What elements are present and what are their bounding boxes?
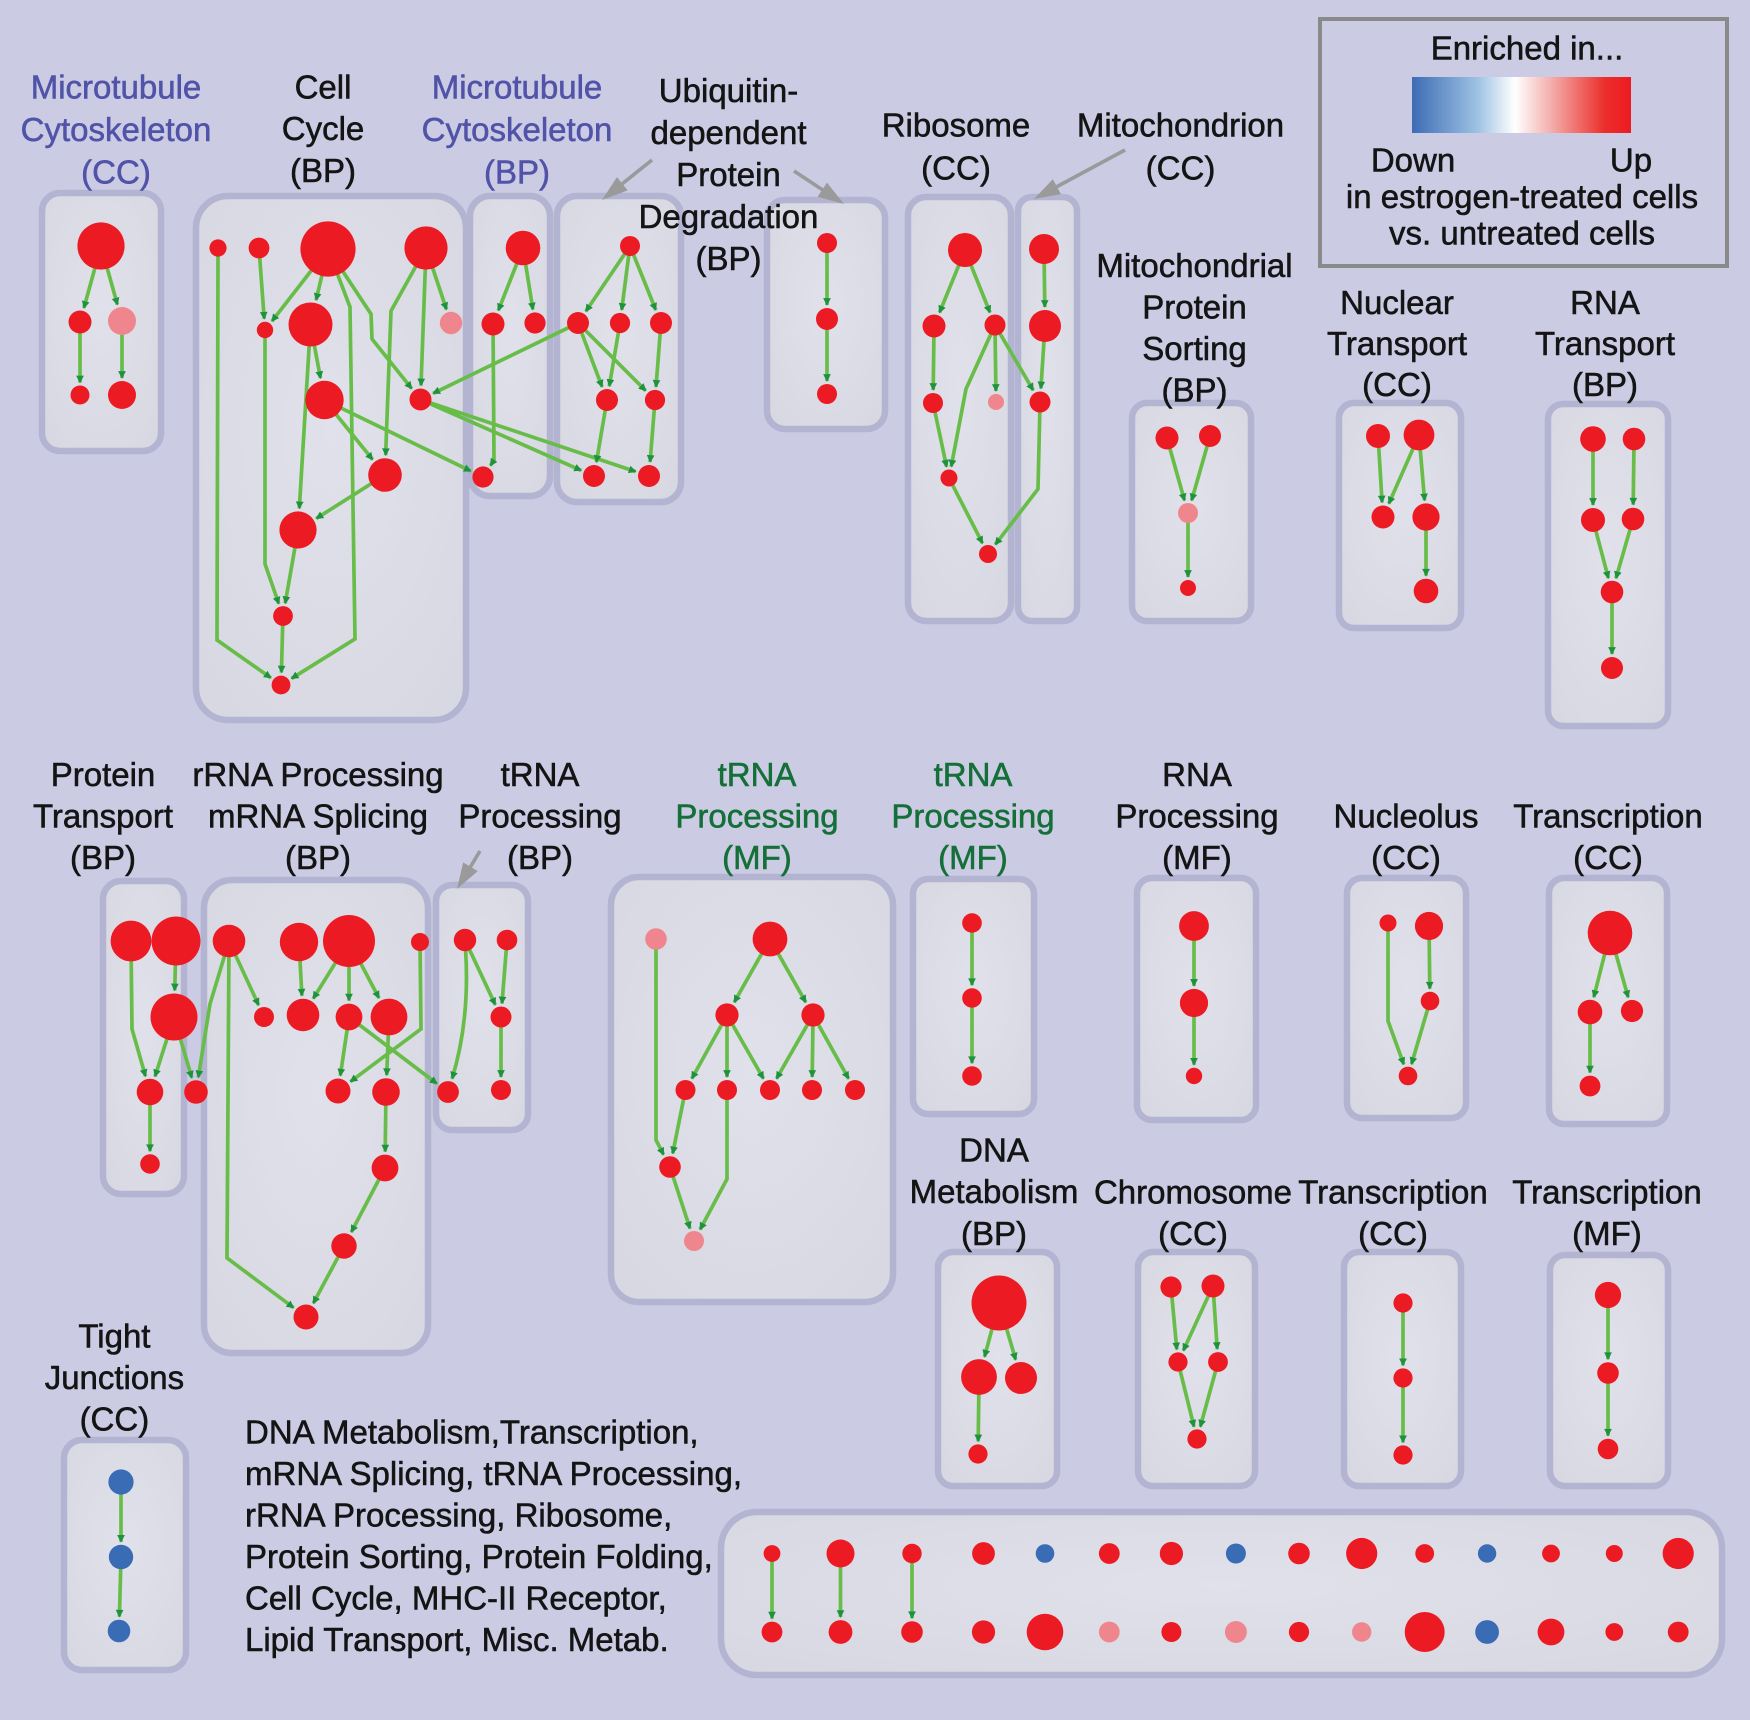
svg-text:(CC): (CC) (1158, 1215, 1228, 1252)
svg-text:(CC): (CC) (81, 154, 151, 191)
svg-text:Processing: Processing (458, 798, 621, 835)
svg-text:dependent: dependent (651, 114, 807, 151)
svg-text:Nucleolus: Nucleolus (1334, 798, 1479, 835)
svg-text:Degradation: Degradation (639, 198, 819, 235)
svg-text:Transport: Transport (1535, 325, 1675, 362)
svg-text:(MF): (MF) (1162, 839, 1232, 876)
svg-text:Down: Down (1371, 141, 1455, 178)
svg-text:Transport: Transport (1327, 325, 1467, 362)
svg-text:Tight: Tight (78, 1317, 150, 1354)
svg-text:Protein Sorting, Protein Foldi: Protein Sorting, Protein Folding, (245, 1538, 713, 1575)
svg-text:Chromosome: Chromosome (1094, 1174, 1292, 1211)
svg-text:tRNA: tRNA (501, 756, 580, 793)
svg-text:tRNA: tRNA (934, 756, 1013, 793)
svg-text:Processing: Processing (675, 798, 838, 835)
svg-text:Cytoskeleton: Cytoskeleton (21, 111, 212, 148)
svg-text:mRNA Splicing, tRNA Processing: mRNA Splicing, tRNA Processing, (245, 1455, 742, 1492)
svg-text:(CC): (CC) (1358, 1215, 1428, 1252)
svg-text:Protein: Protein (1142, 289, 1247, 326)
svg-text:(BP): (BP) (285, 839, 351, 876)
svg-text:(BP): (BP) (961, 1215, 1027, 1252)
svg-text:Cytoskeleton: Cytoskeleton (422, 111, 613, 148)
svg-text:Junctions: Junctions (45, 1359, 184, 1396)
svg-text:Cell Cycle, MHC-II Receptor,: Cell Cycle, MHC-II Receptor, (245, 1580, 667, 1617)
svg-text:Mitochondrion: Mitochondrion (1077, 107, 1284, 144)
svg-text:(MF): (MF) (722, 839, 792, 876)
svg-text:Ubiquitin-: Ubiquitin- (659, 72, 798, 109)
svg-text:(CC): (CC) (1573, 839, 1643, 876)
svg-text:Sorting: Sorting (1142, 330, 1247, 367)
svg-text:Transcription: Transcription (1513, 798, 1703, 835)
svg-text:Cycle: Cycle (282, 110, 365, 147)
svg-text:(MF): (MF) (938, 839, 1008, 876)
svg-text:rRNA Processing: rRNA Processing (192, 756, 443, 793)
svg-text:Protein: Protein (676, 156, 781, 193)
svg-text:Metabolism: Metabolism (910, 1173, 1079, 1210)
svg-text:Ribosome: Ribosome (882, 107, 1031, 144)
svg-text:(BP): (BP) (290, 152, 356, 189)
svg-text:Microtubule: Microtubule (432, 69, 603, 106)
svg-text:Protein: Protein (51, 756, 156, 793)
svg-text:(BP): (BP) (1162, 372, 1228, 409)
svg-text:Cell: Cell (295, 69, 352, 106)
svg-text:(BP): (BP) (484, 154, 550, 191)
svg-text:Transport: Transport (33, 798, 173, 835)
svg-text:(CC): (CC) (1362, 366, 1432, 403)
svg-text:(BP): (BP) (1572, 366, 1638, 403)
svg-text:Microtubule: Microtubule (31, 69, 202, 106)
svg-text:Transcription: Transcription (1512, 1174, 1702, 1211)
svg-text:(CC): (CC) (1371, 839, 1441, 876)
svg-text:Lipid Transport, Misc. Metab.: Lipid Transport, Misc. Metab. (245, 1621, 669, 1658)
svg-text:DNA Metabolism,Transcription,: DNA Metabolism,Transcription, (245, 1414, 699, 1451)
svg-text:Nuclear: Nuclear (1340, 284, 1454, 321)
svg-text:RNA: RNA (1162, 756, 1232, 793)
svg-text:DNA: DNA (959, 1132, 1029, 1169)
svg-text:Mitochondrial: Mitochondrial (1096, 247, 1292, 284)
svg-text:Enriched in...: Enriched in... (1431, 29, 1624, 66)
svg-text:rRNA Processing, Ribosome,: rRNA Processing, Ribosome, (245, 1497, 672, 1534)
svg-text:(CC): (CC) (921, 149, 991, 186)
svg-text:Processing: Processing (1115, 798, 1278, 835)
svg-text:Up: Up (1610, 141, 1652, 178)
svg-text:mRNA Splicing: mRNA Splicing (208, 798, 428, 835)
svg-text:(CC): (CC) (1146, 149, 1216, 186)
svg-text:vs. untreated cells: vs. untreated cells (1389, 215, 1655, 252)
svg-text:tRNA: tRNA (718, 756, 797, 793)
svg-text:(MF): (MF) (1572, 1215, 1642, 1252)
svg-text:(BP): (BP) (70, 839, 136, 876)
svg-text:(BP): (BP) (696, 240, 762, 277)
svg-text:(BP): (BP) (507, 839, 573, 876)
svg-text:RNA: RNA (1570, 284, 1640, 321)
svg-text:Processing: Processing (891, 798, 1054, 835)
svg-text:Transcription: Transcription (1298, 1174, 1488, 1211)
svg-text:in estrogen-treated cells: in estrogen-treated cells (1346, 178, 1698, 215)
svg-text:(CC): (CC) (80, 1401, 150, 1438)
